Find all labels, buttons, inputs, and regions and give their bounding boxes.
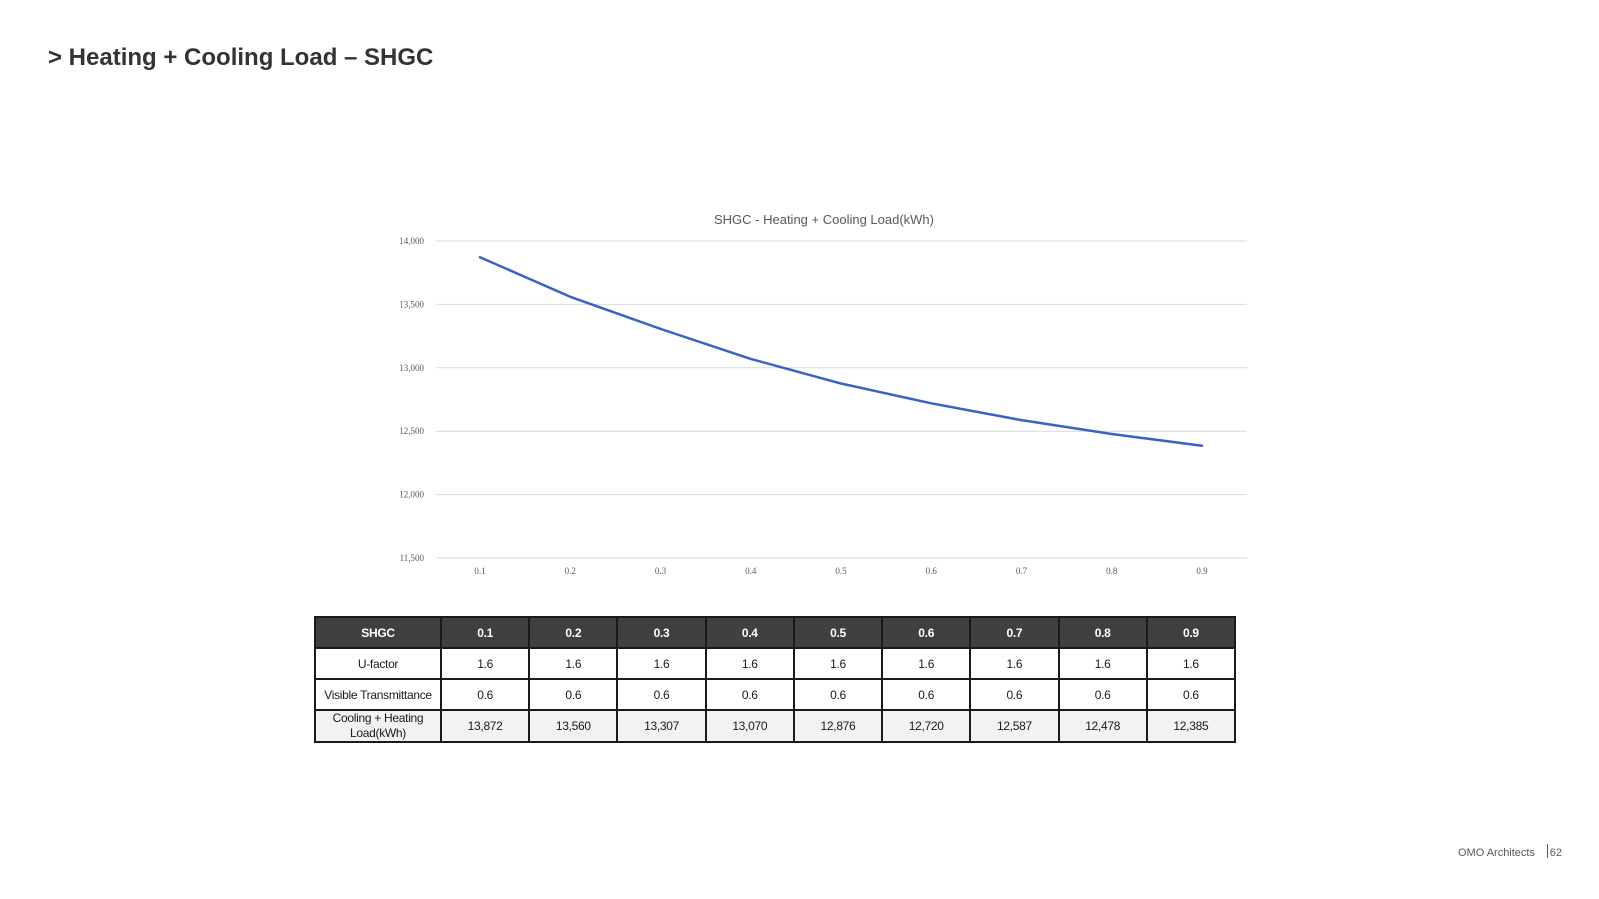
- row-label: U-factor: [314, 647, 442, 680]
- x-tick-label: 0.2: [565, 566, 576, 576]
- table-header-cell: 0.1: [439, 616, 531, 649]
- table-cell: 0.6: [881, 678, 972, 711]
- row-label: Cooling + Heating Load(kWh): [314, 709, 442, 743]
- page-title: > Heating + Cooling Load – SHGC: [48, 44, 434, 71]
- y-tick-label: 12,500: [399, 426, 424, 436]
- table-header-row: SHGC 0.1 0.2 0.3 0.4 0.5 0.6 0.7 0.8 0.9: [314, 616, 1237, 649]
- table-row-u-factor: U-factor 1.6 1.6 1.6 1.6 1.6 1.6 1.6 1.6…: [314, 647, 1237, 680]
- footer-page-number: 62: [1549, 847, 1562, 859]
- x-tick-label: 0.4: [745, 566, 757, 576]
- table-cell: 1.6: [439, 647, 531, 680]
- table-header-cell: 0.3: [616, 616, 707, 649]
- table-cell: 1.6: [704, 647, 795, 680]
- table-cell: 0.6: [528, 678, 619, 711]
- table-header-label: SHGC: [314, 616, 442, 649]
- table-header-cell: 0.7: [969, 616, 1060, 649]
- y-tick-label: 13,000: [399, 363, 424, 373]
- x-tick-label: 0.1: [474, 566, 485, 576]
- y-tick-label: 14,000: [399, 236, 424, 246]
- table-cell: 1.6: [616, 647, 707, 680]
- y-gridlines: [436, 240, 1247, 559]
- x-tick-labels: 0.1 0.2 0.3 0.4 0.5 0.6 0.7 0.8 0.9: [474, 566, 1208, 576]
- footer-company: OMO Architects: [1457, 847, 1535, 859]
- x-tick-label: 0.8: [1106, 566, 1118, 576]
- table-cell: 12,587: [969, 709, 1060, 743]
- chart-title: SHGC - Heating + Cooling Load(kWh): [714, 212, 934, 227]
- table-cell: 12,720: [881, 709, 972, 743]
- table-cell: 0.6: [704, 678, 795, 711]
- table-cell: 12,876: [792, 709, 884, 743]
- table-header-cell: 0.9: [1145, 616, 1237, 649]
- line-chart: SHGC - Heating + Cooling Load(kWh) 14,00…: [399, 212, 1247, 576]
- table-cell: 1.6: [1057, 647, 1148, 680]
- table-cell: 1.6: [1145, 647, 1237, 680]
- table-header-cell: 0.8: [1057, 616, 1148, 649]
- y-tick-label: 12,000: [399, 490, 424, 500]
- x-tick-label: 0.3: [655, 566, 667, 576]
- x-tick-label: 0.6: [926, 566, 938, 576]
- y-tick-label: 13,500: [399, 299, 424, 309]
- y-tick-labels: 14,000 13,500 13,000 12,500 12,000 11,500: [399, 236, 424, 563]
- table-cell: 1.6: [528, 647, 619, 680]
- data-table: SHGC 0.1 0.2 0.3 0.4 0.5 0.6 0.7 0.8 0.9…: [314, 616, 1237, 743]
- table-row-load: Cooling + Heating Load(kWh) 13,872 13,56…: [314, 709, 1237, 743]
- x-tick-label: 0.9: [1196, 566, 1208, 576]
- table-cell: 12,385: [1145, 709, 1237, 743]
- x-tick-label: 0.7: [1016, 566, 1028, 576]
- table-cell: 0.6: [439, 678, 531, 711]
- table-cell: 12,478: [1057, 709, 1148, 743]
- y-tick-label: 11,500: [400, 553, 425, 563]
- table-cell: 0.6: [969, 678, 1060, 711]
- table-header-cell: 0.4: [704, 616, 795, 649]
- row-label: Visible Transmittance: [314, 678, 442, 711]
- table-cell: 13,307: [616, 709, 707, 743]
- table-cell: 13,872: [439, 709, 531, 743]
- table-header-cell: 0.6: [881, 616, 972, 649]
- table-cell: 1.6: [792, 647, 884, 680]
- table-header-cell: 0.5: [792, 616, 884, 649]
- table-cell: 1.6: [969, 647, 1060, 680]
- table-cell: 13,070: [704, 709, 795, 743]
- table-row-visible-transmittance: Visible Transmittance 0.6 0.6 0.6 0.6 0.…: [314, 678, 1237, 711]
- table-header-cell: 0.2: [528, 616, 619, 649]
- footer-divider: [1547, 844, 1548, 858]
- table-cell: 0.6: [792, 678, 884, 711]
- table-cell: 0.6: [1057, 678, 1148, 711]
- table-cell: 13,560: [528, 709, 619, 743]
- series-group: [478, 255, 1204, 448]
- series-line: [478, 255, 1204, 448]
- x-tick-label: 0.5: [835, 566, 847, 576]
- table-cell: 0.6: [1145, 678, 1237, 711]
- table-cell: 0.6: [616, 678, 707, 711]
- table-cell: 1.6: [881, 647, 972, 680]
